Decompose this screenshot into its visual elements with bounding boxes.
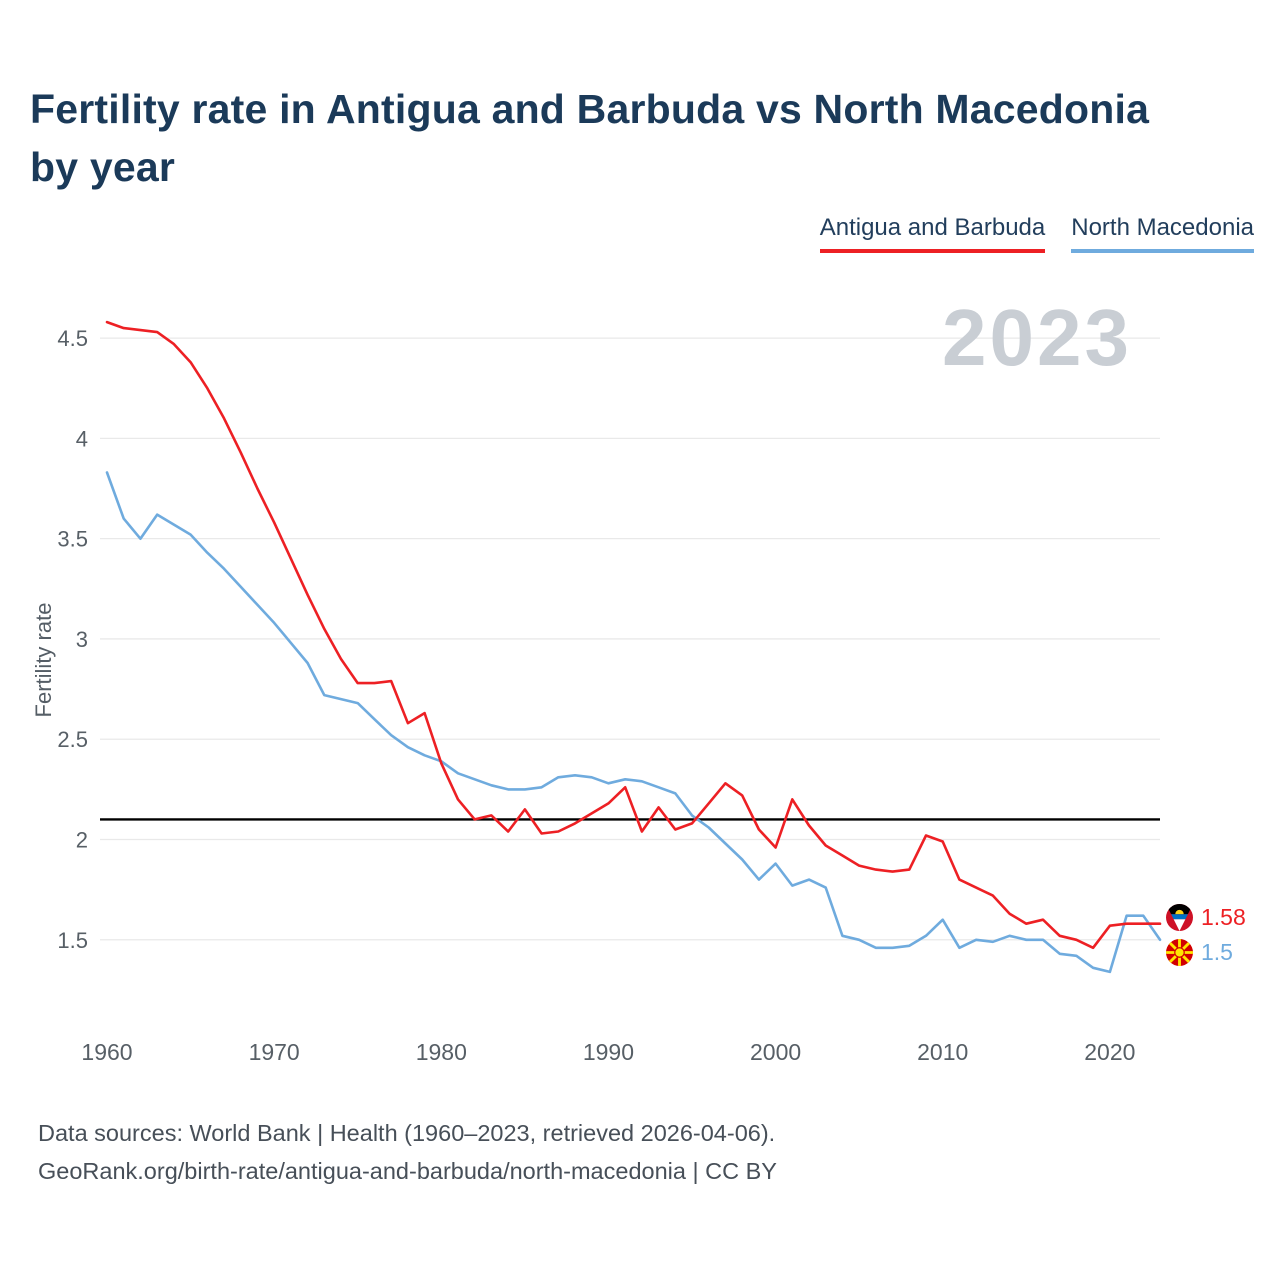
page-title-line2: by year — [30, 144, 176, 191]
svg-text:1.5: 1.5 — [57, 928, 88, 953]
data-sources-line: Data sources: World Bank | Health (1960–… — [38, 1120, 776, 1146]
footer: Data sources: World Bank | Health (1960–… — [38, 1114, 777, 1190]
page-title-line1: Fertility rate in Antigua and Barbuda vs… — [30, 86, 1150, 132]
svg-text:2020: 2020 — [1084, 1039, 1135, 1065]
legend-item-north-macedonia[interactable]: North Macedonia — [1071, 214, 1254, 253]
page-title: Fertility rate in Antigua and Barbuda vs… — [30, 80, 1245, 196]
svg-text:4: 4 — [76, 426, 88, 451]
chart-area[interactable]: 1.5 2 2.5 3 3.5 4 4.5 1960 1970 1980 1990 2000 2010 2… — [0, 270, 1280, 1080]
svg-text:2.5: 2.5 — [57, 727, 88, 752]
svg-text:4.5: 4.5 — [57, 326, 88, 351]
attribution-line: GeoRank.org/birth-rate/antigua-and-barbu… — [38, 1158, 777, 1185]
svg-text:1980: 1980 — [416, 1039, 467, 1065]
end-value-north-macedonia: 1.5 — [1201, 938, 1233, 965]
svg-text:2: 2 — [76, 827, 88, 852]
y-axis-label: Fertility rate — [31, 602, 56, 718]
svg-text:2010: 2010 — [917, 1039, 968, 1065]
svg-text:2000: 2000 — [750, 1039, 801, 1065]
legend: Antigua and Barbuda North Macedonia — [819, 214, 1254, 253]
antigua-and-barbuda-flag-icon — [1166, 903, 1193, 931]
end-value-antigua: 1.58 — [1201, 903, 1246, 930]
end-label-antigua: 1.58 — [1166, 903, 1246, 931]
end-label-north-macedonia: 1.5 — [1166, 938, 1233, 966]
svg-text:1960: 1960 — [81, 1039, 132, 1065]
legend-item-antigua-and-barbuda[interactable]: Antigua and Barbuda — [819, 214, 1046, 253]
svg-text:3.5: 3.5 — [57, 527, 88, 552]
fertility-line-chart[interactable]: 1.5 2 2.5 3 3.5 4 4.5 1960 1970 1980 1990 2000 2010 2… — [0, 270, 1280, 1080]
north-macedonia-flag-icon — [1166, 938, 1193, 966]
svg-text:3: 3 — [76, 627, 88, 652]
watermark-year: 2023 — [942, 293, 1132, 382]
svg-text:1990: 1990 — [583, 1039, 634, 1065]
svg-text:1970: 1970 — [249, 1039, 300, 1065]
